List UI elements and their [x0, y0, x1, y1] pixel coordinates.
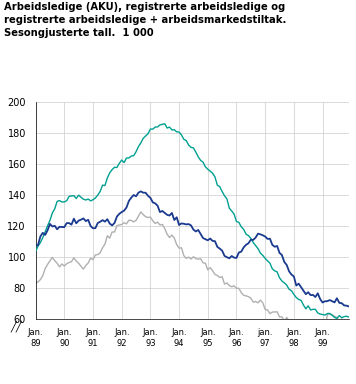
Text: ╱╱: ╱╱: [10, 320, 22, 331]
Text: Arbeidsledige (AKU), registrerte arbeidsledige og
registrerte arbeidsledige + ar: Arbeidsledige (AKU), registrerte arbeids…: [4, 2, 286, 38]
